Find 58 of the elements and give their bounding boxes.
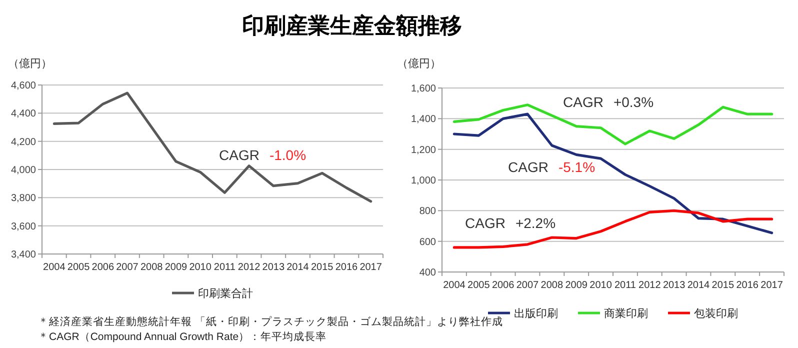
x-tick-label: 2016 <box>736 280 759 291</box>
y-tick-label: 600 <box>419 236 436 248</box>
x-tick-label: 2011 <box>614 280 636 291</box>
text: ＊CAGR（Compound Annual Growth Rate）：年平均成長率 <box>38 330 327 343</box>
x-tick-label: 2012 <box>638 280 662 291</box>
y-tick-label: 3,800 <box>10 193 36 204</box>
line-series <box>52 92 372 203</box>
x-tick-label: 2017 <box>360 262 382 273</box>
x-tick-label: 2016 <box>335 262 358 273</box>
y-axis-title: （億円） <box>8 57 52 70</box>
x-tick-label: 2009 <box>565 280 588 291</box>
x-tick-label: 2008 <box>140 262 164 273</box>
x-tick-label: 2015 <box>310 262 334 273</box>
annotation: CAGR -1.0% <box>219 147 306 163</box>
x-tick-label: 2009 <box>164 262 188 273</box>
x-tick-label: 2007 <box>516 280 540 291</box>
legend-label: 出版印刷 <box>514 307 558 320</box>
text: ＊経済産業省生産動態統計年報 「紙・印刷・プラスチック製品・ゴム製品統計」より弊社作成 <box>38 315 503 328</box>
x-tick-label: 2008 <box>540 280 564 291</box>
y-tick-label: 1,600 <box>410 84 436 94</box>
y-tick-label: 1,000 <box>410 176 436 186</box>
x-tick-label: 2006 <box>92 262 114 273</box>
annotation: CAGR +0.3% <box>563 94 654 110</box>
y-tick-label: 400 <box>419 268 436 278</box>
y-tick-label: 4,600 <box>10 80 36 92</box>
legend-label: 包装印刷 <box>694 307 738 320</box>
x-tick-label: 2006 <box>492 280 515 291</box>
x-tick-label: 2011 <box>214 262 236 273</box>
y-tick-label: 4,400 <box>10 108 36 120</box>
legend-label: 商業印刷 <box>604 307 648 320</box>
x-tick-label: 2014 <box>687 280 710 291</box>
y-tick-label: 800 <box>419 206 436 218</box>
x-tick-label: 2010 <box>590 280 612 291</box>
y-tick-label: 4,000 <box>10 165 36 176</box>
annotation: CAGR +2.2% <box>465 215 556 231</box>
x-tick-label: 2015 <box>712 280 734 291</box>
y-tick-label: 1,400 <box>410 114 436 126</box>
line-series <box>452 209 774 249</box>
y-tick-label: 3,600 <box>10 221 36 232</box>
x-tick-label: 2007 <box>116 262 139 273</box>
x-tick-label: 2017 <box>760 280 784 291</box>
line-series <box>452 112 774 234</box>
annotation: CAGR -5.1% <box>508 159 596 175</box>
x-tick-label: 2013 <box>262 262 285 273</box>
y-axis-title: （億円） <box>397 57 441 70</box>
x-tick-label: 2005 <box>468 280 490 291</box>
x-tick-label: 2014 <box>286 262 310 273</box>
y-tick-label: 1,200 <box>410 144 436 156</box>
chart-title: 印刷産業生産金額推移 <box>242 13 462 38</box>
x-tick-label: 2004 <box>443 280 466 291</box>
y-tick-label: 4,200 <box>10 136 36 148</box>
x-tick-label: 2012 <box>238 262 261 273</box>
legend-label: 印刷業合計 <box>198 287 253 300</box>
x-tick-label: 2005 <box>67 262 90 273</box>
y-tick-label: 3,400 <box>10 250 36 260</box>
x-tick-label: 2013 <box>662 280 686 291</box>
x-tick-label: 2010 <box>189 262 212 273</box>
x-tick-label: 2004 <box>43 262 66 273</box>
